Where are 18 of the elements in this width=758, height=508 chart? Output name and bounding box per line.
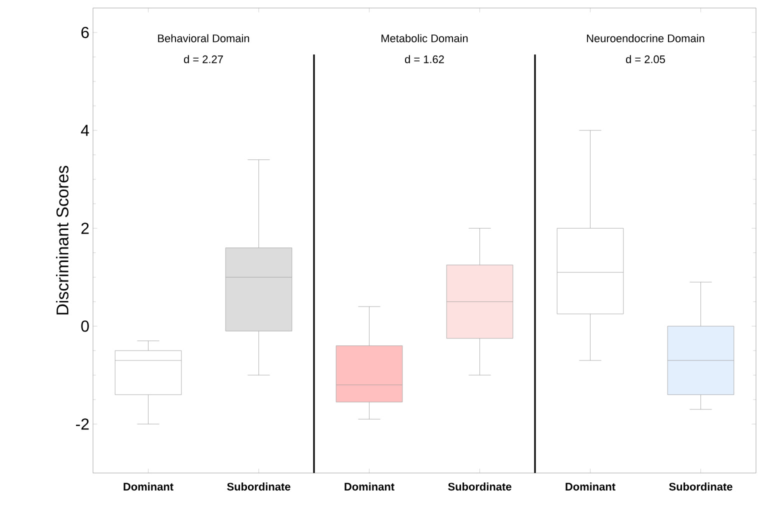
annotation: d = 2.27	[184, 55, 223, 64]
x-tick-label: Subordinate	[669, 482, 732, 491]
x-tick-label: Subordinate	[227, 482, 290, 491]
y-tick-label: 0	[81, 320, 89, 332]
annotation: Neuroendocrine Domain	[587, 34, 704, 42]
annotation: d = 2.05	[626, 55, 665, 64]
y-tick-label: 2	[81, 222, 89, 234]
y-axis-title: Discriminant Scores	[56, 166, 68, 314]
y-tick-label: -2	[76, 418, 89, 430]
annotation: Metabolic Domain	[382, 34, 468, 42]
annotation: d = 1.62	[404, 55, 444, 64]
x-tick-label: Subordinate	[448, 482, 512, 491]
x-tick-label: Dominant	[124, 482, 174, 491]
x-tick-label: Dominant	[344, 482, 394, 491]
y-tick-label: 4	[80, 124, 90, 136]
annotation: Behavioral Domain	[158, 34, 250, 42]
y-tick-label: 6	[81, 26, 89, 38]
x-tick-label: Dominant	[566, 482, 616, 491]
